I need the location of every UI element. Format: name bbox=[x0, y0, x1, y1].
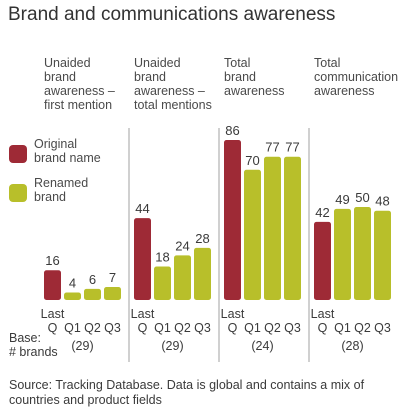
category-label: Q bbox=[228, 321, 238, 335]
data-label: 86 bbox=[225, 123, 239, 138]
data-label: 6 bbox=[89, 272, 96, 287]
chart-title: Brand and communications awareness bbox=[8, 4, 336, 25]
group-label-total-communication-awareness: Total communication awareness bbox=[314, 56, 399, 98]
bar bbox=[194, 247, 211, 300]
data-label: 42 bbox=[315, 205, 329, 220]
category-label: Q2 bbox=[264, 321, 281, 335]
source-note: Source: Tracking Database. Data is globa… bbox=[9, 378, 365, 407]
bar bbox=[104, 286, 121, 300]
group-label-total-brand-awareness: Total brand awareness bbox=[224, 56, 285, 98]
data-label: 49 bbox=[335, 192, 349, 207]
category-label: Q1 bbox=[334, 321, 351, 335]
category-label: Q bbox=[138, 321, 148, 335]
bar bbox=[264, 156, 281, 300]
bar bbox=[64, 292, 81, 300]
data-label: 28 bbox=[195, 231, 209, 246]
category-label: Q1 bbox=[64, 321, 81, 335]
base-count: (29) bbox=[161, 339, 183, 353]
bar bbox=[334, 208, 351, 300]
bar bbox=[84, 288, 101, 300]
bar bbox=[224, 140, 241, 300]
bar bbox=[174, 255, 191, 300]
category-label: Q3 bbox=[194, 321, 211, 335]
base-count: (24) bbox=[251, 339, 273, 353]
category-label: Last bbox=[311, 307, 335, 321]
data-label: 16 bbox=[45, 253, 59, 268]
category-label: Q3 bbox=[374, 321, 391, 335]
data-label: 77 bbox=[265, 140, 279, 155]
base-count: (29) bbox=[71, 339, 93, 353]
category-label: Q bbox=[48, 321, 58, 335]
bar bbox=[284, 156, 301, 300]
bar bbox=[44, 270, 61, 300]
base-label: Base: # brands bbox=[9, 331, 58, 359]
bar bbox=[154, 266, 171, 300]
category-label: Q bbox=[318, 321, 328, 335]
base-count: (28) bbox=[341, 339, 363, 353]
category-label: Last bbox=[41, 307, 65, 321]
category-label: Q2 bbox=[174, 321, 191, 335]
category-label: Last bbox=[131, 307, 155, 321]
legend-label-original: Original brand name bbox=[34, 137, 101, 165]
category-label: Q2 bbox=[84, 321, 101, 335]
bar bbox=[134, 218, 151, 300]
category-label: Q1 bbox=[154, 321, 171, 335]
data-label: 24 bbox=[175, 238, 189, 253]
data-label: 77 bbox=[285, 140, 299, 155]
category-label: Q1 bbox=[244, 321, 261, 335]
legend-swatch-original bbox=[9, 145, 27, 163]
bar bbox=[314, 221, 331, 300]
data-label: 18 bbox=[155, 250, 169, 265]
data-label: 44 bbox=[135, 201, 149, 216]
bar bbox=[374, 210, 391, 300]
data-label: 50 bbox=[355, 190, 369, 205]
group-label-total-mentions: Unaided brand awareness – total mentions bbox=[134, 56, 212, 112]
legend-label-renamed: Renamed brand bbox=[34, 176, 89, 204]
bar bbox=[244, 169, 261, 300]
data-label: 7 bbox=[109, 270, 116, 285]
data-label: 48 bbox=[375, 194, 389, 209]
data-label: 70 bbox=[245, 153, 259, 168]
category-label: Q3 bbox=[284, 321, 301, 335]
data-label: 4 bbox=[69, 276, 76, 291]
category-label: Last bbox=[221, 307, 245, 321]
category-label: Q2 bbox=[354, 321, 371, 335]
category-label: Q3 bbox=[104, 321, 121, 335]
legend-swatch-renamed bbox=[9, 184, 27, 202]
group-label-first-mention: Unaided brand awareness – first mention bbox=[44, 56, 115, 112]
bar bbox=[354, 206, 371, 300]
